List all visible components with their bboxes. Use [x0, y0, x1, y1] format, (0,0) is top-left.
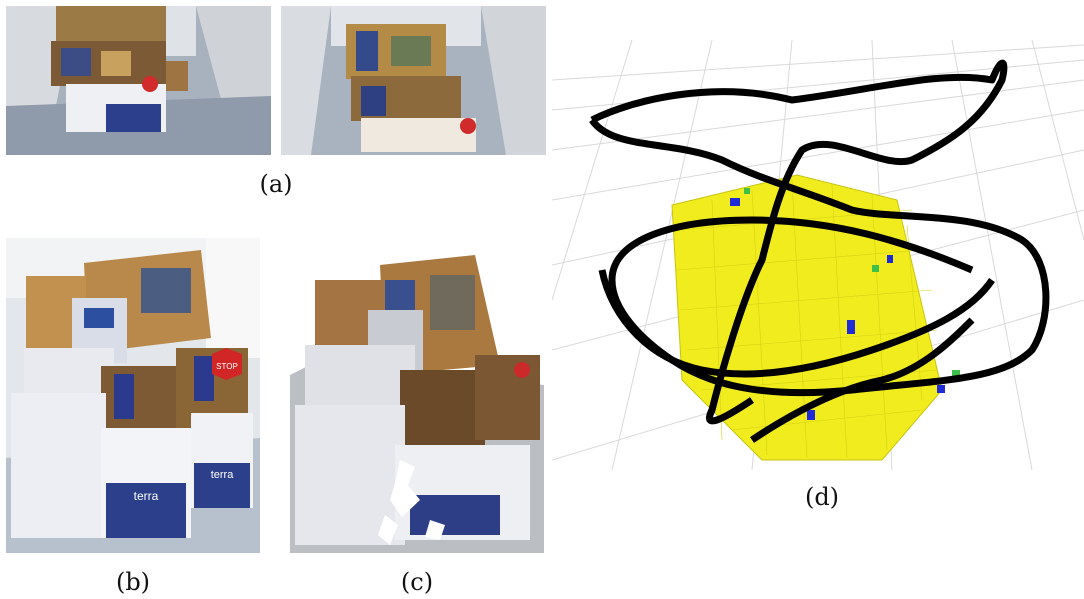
caption-c: (c): [400, 568, 434, 596]
terra-label-right: terra: [211, 469, 235, 481]
octomap-d: [552, 40, 1084, 470]
stop-sign-label: STOP: [216, 362, 238, 371]
caption-d: (d): [804, 483, 840, 511]
reconstruction-c: [290, 255, 544, 553]
caption-a: (a): [259, 170, 293, 198]
photo-a-right: [281, 6, 546, 155]
terra-label-left: terra: [134, 489, 159, 503]
photo-b: STOP terra terra: [6, 238, 260, 553]
caption-b: (b): [115, 568, 151, 596]
photo-a-left: [6, 6, 271, 155]
